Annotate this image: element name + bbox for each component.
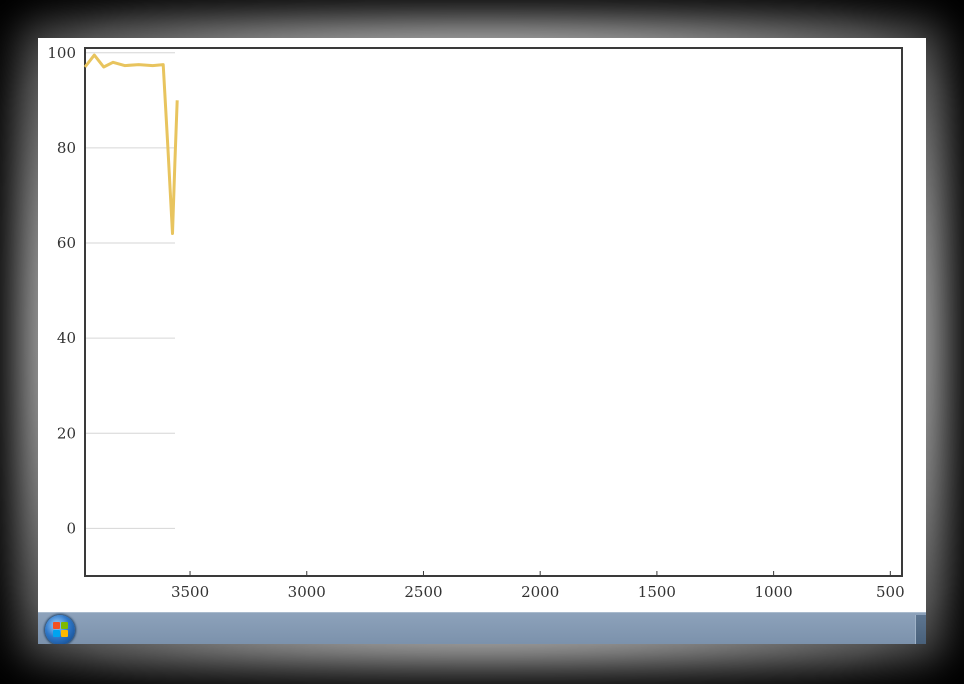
logo-pane-red	[53, 622, 60, 629]
x-tick-label: 500	[876, 583, 905, 601]
x-tick-label: 2000	[521, 583, 559, 601]
series-layer	[83, 53, 179, 235]
logo-pane-green	[61, 622, 68, 629]
logo-pane-blue	[53, 630, 60, 637]
y-tick-label: 60	[57, 234, 76, 252]
windows-start-icon[interactable]	[45, 615, 75, 644]
y-tick-label: 40	[57, 329, 76, 347]
x-tick-label: 1000	[755, 583, 793, 601]
y-tick-label: 20	[57, 424, 76, 442]
screen: 0 20 40 60 80 100 3500 3000 2500 2000 1500 1000 500	[38, 38, 926, 644]
grid-lines	[85, 52, 175, 529]
logo-pane-yellow	[61, 630, 68, 637]
x-tick-label: 3500	[171, 583, 209, 601]
y-tick-labels: 0 20 40 60 80 100	[47, 44, 76, 538]
y-tick-label: 100	[47, 44, 76, 62]
x-tick-label: 1500	[638, 583, 676, 601]
y-tick-label: 0	[66, 519, 76, 537]
x-tick-label: 3000	[288, 583, 326, 601]
x-tick-label: 2500	[404, 583, 442, 601]
show-desktop-button[interactable]	[915, 615, 926, 644]
chart: 0 20 40 60 80 100 3500 3000 2500 2000 1500 1000 500	[47, 44, 905, 601]
plot-frame	[84, 47, 903, 577]
x-tick-labels: 3500 3000 2500 2000 1500 1000 500	[171, 571, 905, 601]
series-line	[83, 53, 179, 235]
taskbar	[38, 612, 926, 644]
y-tick-label: 80	[57, 139, 76, 157]
